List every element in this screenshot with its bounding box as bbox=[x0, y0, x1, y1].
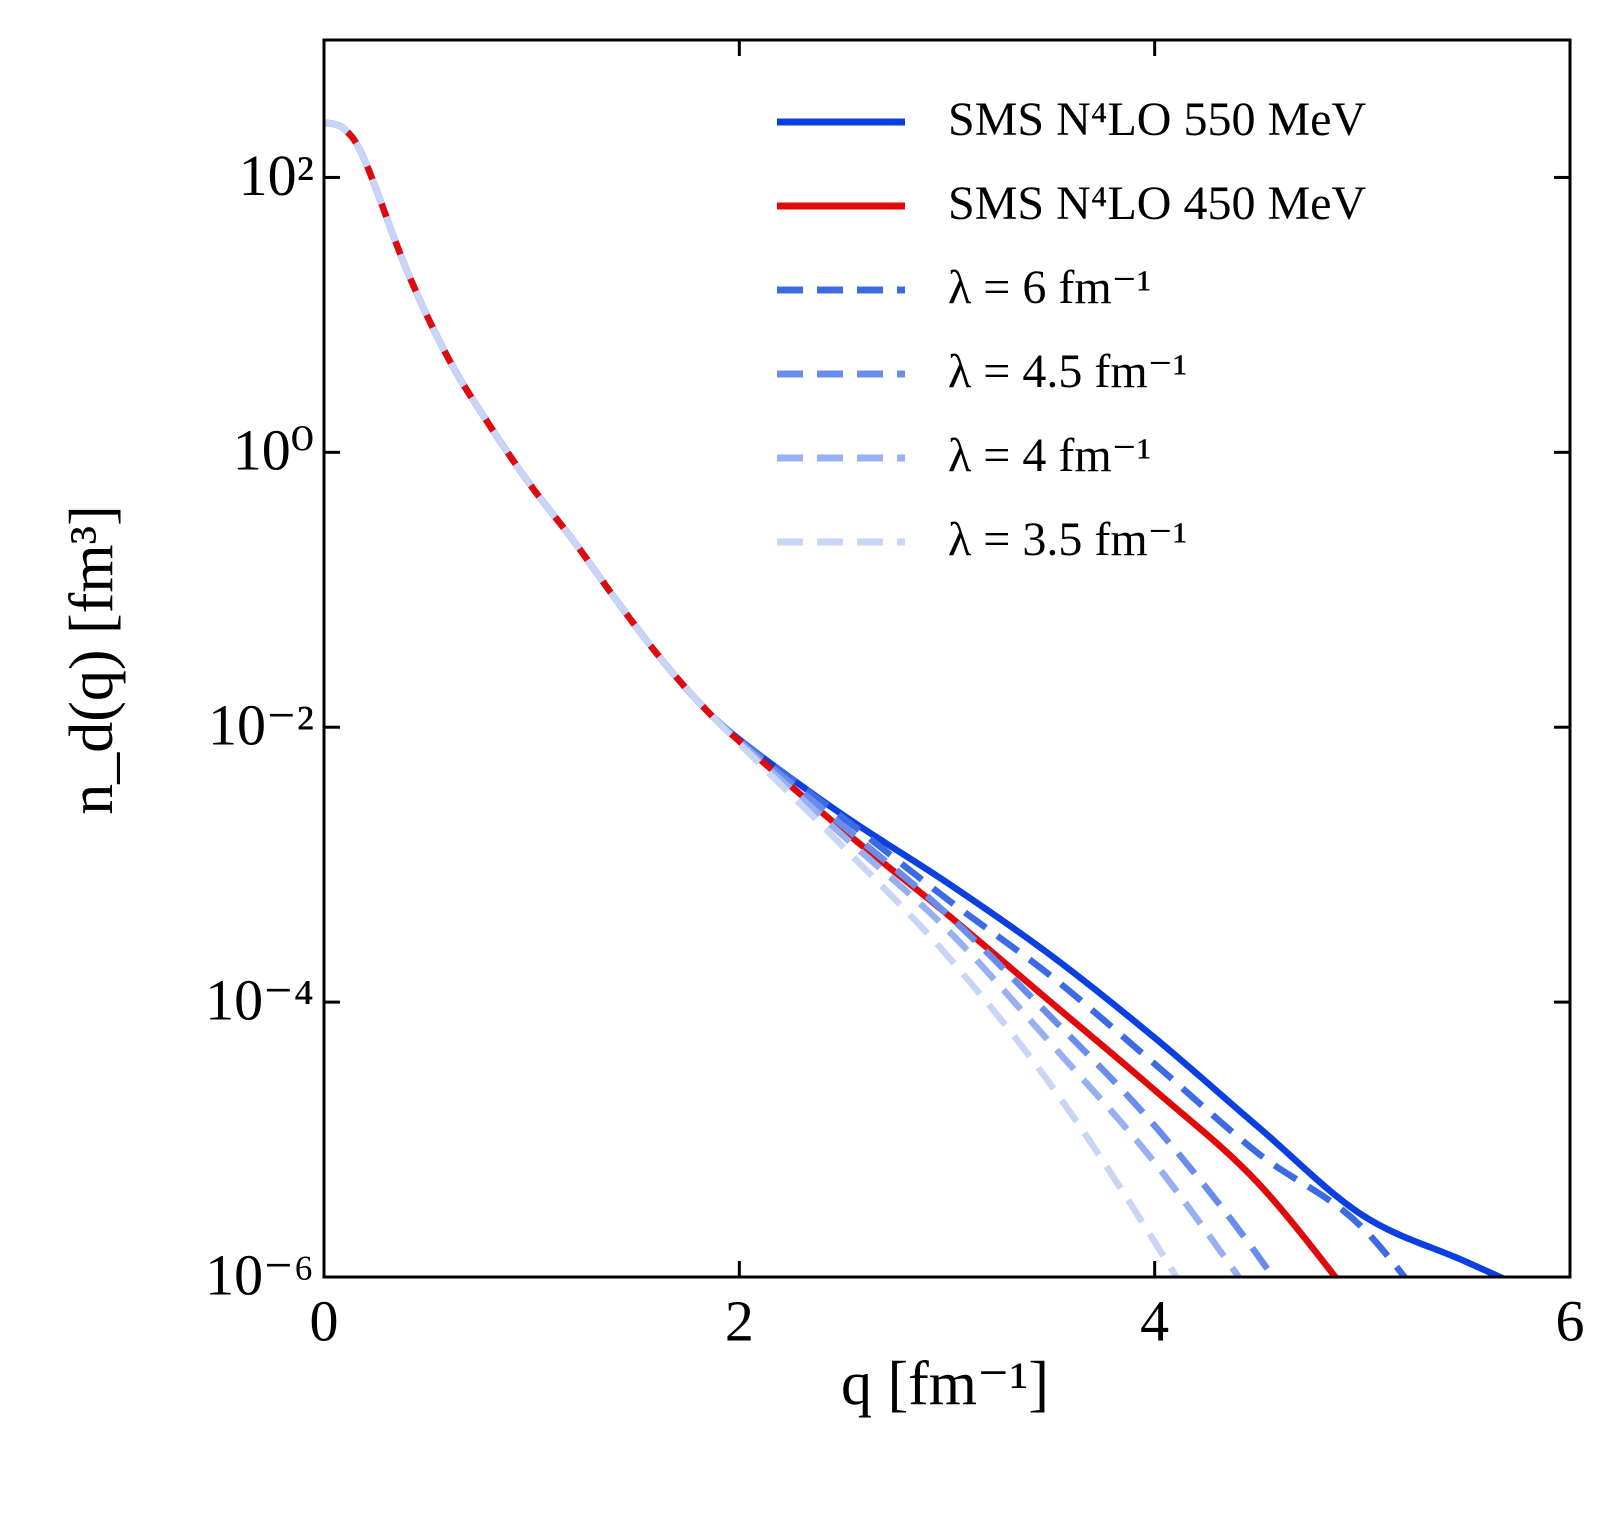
x-tick-label: 4 bbox=[1140, 1288, 1169, 1353]
series-line bbox=[324, 119, 1181, 1277]
y-tick-label: 10⁰ bbox=[233, 418, 314, 483]
series-line bbox=[324, 119, 1340, 1277]
legend-label: SMS N⁴LO 450 MeV bbox=[948, 177, 1366, 230]
x-tick-label: 2 bbox=[725, 1288, 754, 1353]
x-tick-label: 0 bbox=[310, 1288, 339, 1353]
y-tick-label: 10⁻² bbox=[208, 693, 314, 758]
y-axis-label: n_d(q) [fm³] bbox=[58, 505, 126, 815]
axes-frame bbox=[322, 38, 1572, 1279]
y-tick-label: 10⁻⁴ bbox=[205, 967, 314, 1032]
x-tick-label: 6 bbox=[1556, 1288, 1585, 1353]
series-line bbox=[324, 119, 1277, 1277]
legend-label: SMS N⁴LO 550 MeV bbox=[948, 93, 1366, 146]
x-axis-label: q [fm⁻¹] bbox=[841, 1350, 1049, 1418]
y-tick-label: 10² bbox=[239, 143, 314, 208]
y-tick-label: 10⁻⁶ bbox=[205, 1242, 314, 1307]
legend-label: λ = 6 fm⁻¹ bbox=[948, 261, 1151, 314]
series-line bbox=[324, 119, 1409, 1277]
plot-area bbox=[324, 119, 1508, 1277]
legend-label: λ = 4.5 fm⁻¹ bbox=[948, 345, 1187, 398]
legend-label: λ = 4 fm⁻¹ bbox=[948, 429, 1151, 482]
legend-label: λ = 3.5 fm⁻¹ bbox=[948, 513, 1187, 566]
series-line bbox=[324, 119, 1508, 1277]
